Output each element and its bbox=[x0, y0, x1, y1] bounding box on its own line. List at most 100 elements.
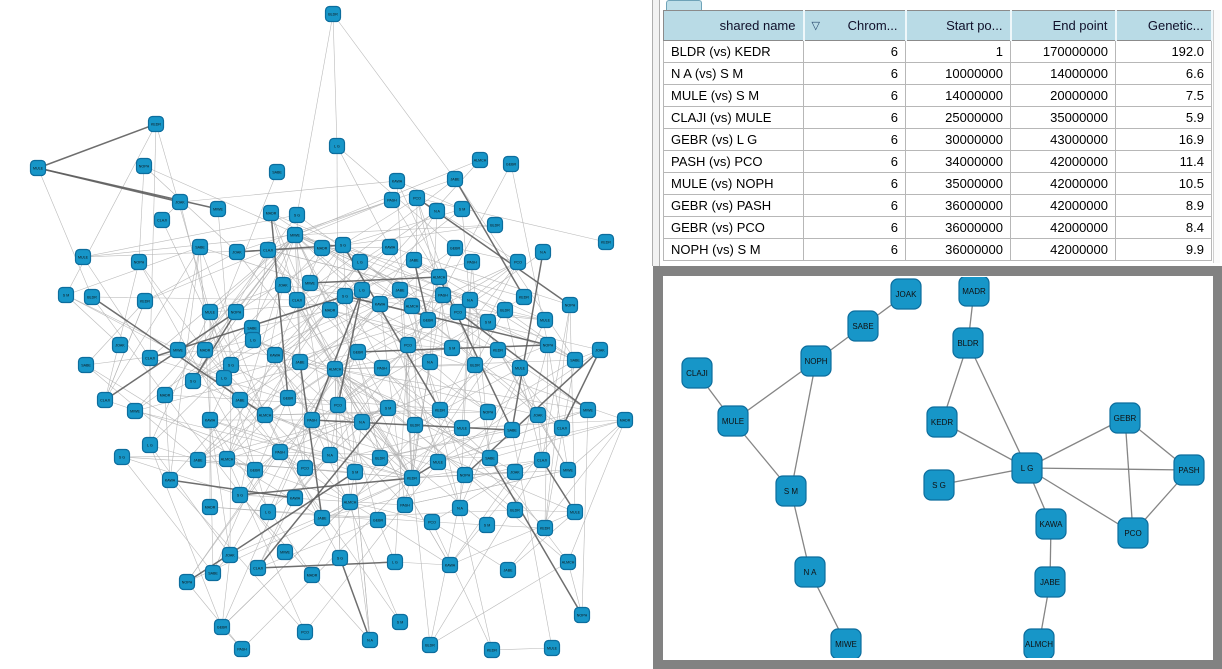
node-shape[interactable] bbox=[434, 286, 452, 304]
network-node[interactable]: JABE bbox=[231, 391, 249, 409]
node-shape[interactable] bbox=[503, 421, 521, 439]
table-cell[interactable]: 192.0 bbox=[1115, 40, 1212, 63]
edge-line[interactable] bbox=[294, 224, 496, 236]
table-row[interactable]: MULE (vs) S M 6 14000000 20000000 7.5 bbox=[663, 84, 1212, 107]
network-node[interactable]: MIWE bbox=[169, 341, 187, 359]
network-node[interactable]: ALMCH bbox=[1023, 628, 1055, 658]
network-node[interactable]: GEBR bbox=[349, 343, 367, 361]
node-shape[interactable] bbox=[334, 236, 352, 254]
node-shape[interactable] bbox=[502, 155, 520, 173]
node-shape[interactable] bbox=[141, 436, 159, 454]
edge-line[interactable] bbox=[251, 309, 331, 329]
edge-line[interactable] bbox=[209, 419, 313, 576]
network-node[interactable]: S G bbox=[113, 448, 131, 466]
edge-line[interactable] bbox=[264, 244, 344, 416]
node-shape[interactable] bbox=[446, 239, 464, 257]
network-node[interactable]: JOAK bbox=[890, 278, 922, 310]
network-node[interactable]: ALMCH bbox=[341, 493, 359, 511]
node-shape[interactable] bbox=[543, 639, 561, 657]
network-node[interactable]: PASH bbox=[463, 253, 481, 271]
edge-line[interactable] bbox=[264, 409, 441, 416]
edge-line[interactable] bbox=[209, 419, 413, 479]
table-cell[interactable]: 34000000 bbox=[905, 150, 1011, 173]
table-cell[interactable]: 36000000 bbox=[905, 194, 1011, 217]
node-shape[interactable] bbox=[136, 292, 154, 310]
node-shape[interactable] bbox=[486, 216, 504, 234]
node-shape[interactable] bbox=[279, 389, 297, 407]
network-node[interactable]: KAWA bbox=[388, 172, 406, 190]
network-node[interactable]: SABE bbox=[503, 421, 521, 439]
edge-line[interactable] bbox=[437, 419, 626, 463]
network-node[interactable]: GEBR bbox=[213, 618, 231, 636]
network-node[interactable]: N A bbox=[428, 202, 446, 220]
edge-line[interactable] bbox=[544, 344, 549, 529]
edge-line[interactable] bbox=[407, 344, 413, 479]
network-node[interactable]: CLAJI bbox=[249, 559, 267, 577]
network-node[interactable]: S G bbox=[334, 236, 352, 254]
node-shape[interactable] bbox=[126, 402, 144, 420]
edge-line[interactable] bbox=[239, 477, 413, 496]
node-shape[interactable] bbox=[271, 443, 289, 461]
node-shape[interactable] bbox=[189, 451, 207, 469]
edge-line[interactable] bbox=[1124, 417, 1134, 534]
node-shape[interactable] bbox=[156, 386, 174, 404]
node-shape[interactable] bbox=[276, 543, 294, 561]
node-shape[interactable] bbox=[681, 357, 713, 389]
node-shape[interactable] bbox=[303, 411, 321, 429]
edge-line[interactable] bbox=[82, 234, 296, 258]
node-shape[interactable] bbox=[496, 301, 514, 319]
network-node[interactable]: PCO bbox=[296, 459, 314, 477]
edge-line[interactable] bbox=[489, 457, 569, 563]
edge-line[interactable] bbox=[204, 349, 276, 356]
node-shape[interactable] bbox=[381, 238, 399, 256]
node-shape[interactable] bbox=[506, 501, 524, 519]
node-shape[interactable] bbox=[616, 411, 634, 429]
node-shape[interactable] bbox=[201, 498, 219, 516]
table-cell[interactable]: MULE (vs) NOPH bbox=[663, 172, 804, 195]
edge-line[interactable] bbox=[134, 410, 413, 479]
edge-line[interactable] bbox=[186, 581, 243, 650]
network-node[interactable]: MADR bbox=[201, 498, 219, 516]
table-cell[interactable]: 42000000 bbox=[1010, 150, 1116, 173]
network-node[interactable]: MULE bbox=[201, 303, 219, 321]
edge-line[interactable] bbox=[541, 459, 576, 513]
network-node[interactable]: PCO bbox=[449, 303, 467, 321]
network-node[interactable]: MULE bbox=[536, 311, 554, 329]
network-node[interactable]: CLAJI bbox=[288, 291, 306, 309]
node-shape[interactable] bbox=[244, 331, 262, 349]
edge-line[interactable] bbox=[91, 296, 166, 396]
node-shape[interactable] bbox=[396, 496, 414, 514]
edge-line[interactable] bbox=[267, 368, 336, 513]
node-shape[interactable] bbox=[421, 353, 439, 371]
edge-line[interactable] bbox=[82, 214, 298, 258]
edge-line[interactable] bbox=[339, 557, 371, 641]
network-node[interactable]: MADR bbox=[313, 239, 331, 257]
table-cell[interactable]: 6 bbox=[803, 84, 906, 107]
edge-line[interactable] bbox=[1026, 467, 1134, 534]
edge-line[interactable] bbox=[264, 414, 341, 559]
node-shape[interactable] bbox=[479, 403, 497, 421]
edge-line[interactable] bbox=[334, 368, 356, 473]
table-row[interactable]: GEBR (vs) PASH 6 36000000 42000000 8.9 bbox=[663, 194, 1212, 217]
network-node[interactable]: MADR bbox=[262, 204, 280, 222]
node-shape[interactable] bbox=[321, 446, 339, 464]
edge-line[interactable] bbox=[235, 234, 296, 313]
node-shape[interactable] bbox=[534, 243, 552, 261]
node-shape[interactable] bbox=[313, 239, 331, 257]
network-node[interactable]: PASH bbox=[303, 411, 321, 429]
network-node[interactable]: PASH bbox=[271, 443, 289, 461]
node-shape[interactable] bbox=[379, 399, 397, 417]
network-node[interactable]: KEDR bbox=[136, 292, 154, 310]
edge-line[interactable] bbox=[429, 561, 569, 646]
table-cell[interactable]: 6 bbox=[803, 62, 906, 85]
table-cell[interactable]: 36000000 bbox=[905, 238, 1011, 261]
table-cell[interactable]: 8.4 bbox=[1115, 216, 1212, 239]
table-row[interactable]: BLDR (vs) KEDR 6 1 170000000 192.0 bbox=[663, 40, 1212, 63]
edge-line[interactable] bbox=[264, 411, 489, 416]
network-node[interactable]: MIWE bbox=[579, 401, 597, 419]
node-shape[interactable] bbox=[196, 341, 214, 359]
node-shape[interactable] bbox=[1011, 452, 1043, 484]
table-cell[interactable]: 11.4 bbox=[1115, 150, 1212, 173]
network-node[interactable]: MADR bbox=[321, 301, 339, 319]
edge-line[interactable] bbox=[581, 409, 589, 616]
